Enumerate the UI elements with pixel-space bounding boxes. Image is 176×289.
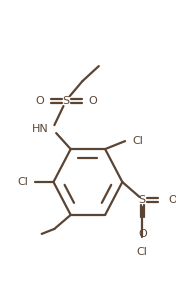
Text: Cl: Cl: [17, 177, 28, 187]
Text: Cl: Cl: [137, 247, 148, 257]
Text: O: O: [169, 195, 176, 205]
Text: O: O: [88, 96, 97, 106]
Text: S: S: [63, 96, 70, 106]
Text: Cl: Cl: [132, 136, 143, 146]
Text: S: S: [139, 195, 146, 205]
Text: O: O: [36, 96, 44, 106]
Text: O: O: [138, 229, 147, 239]
Text: HN: HN: [32, 124, 49, 134]
